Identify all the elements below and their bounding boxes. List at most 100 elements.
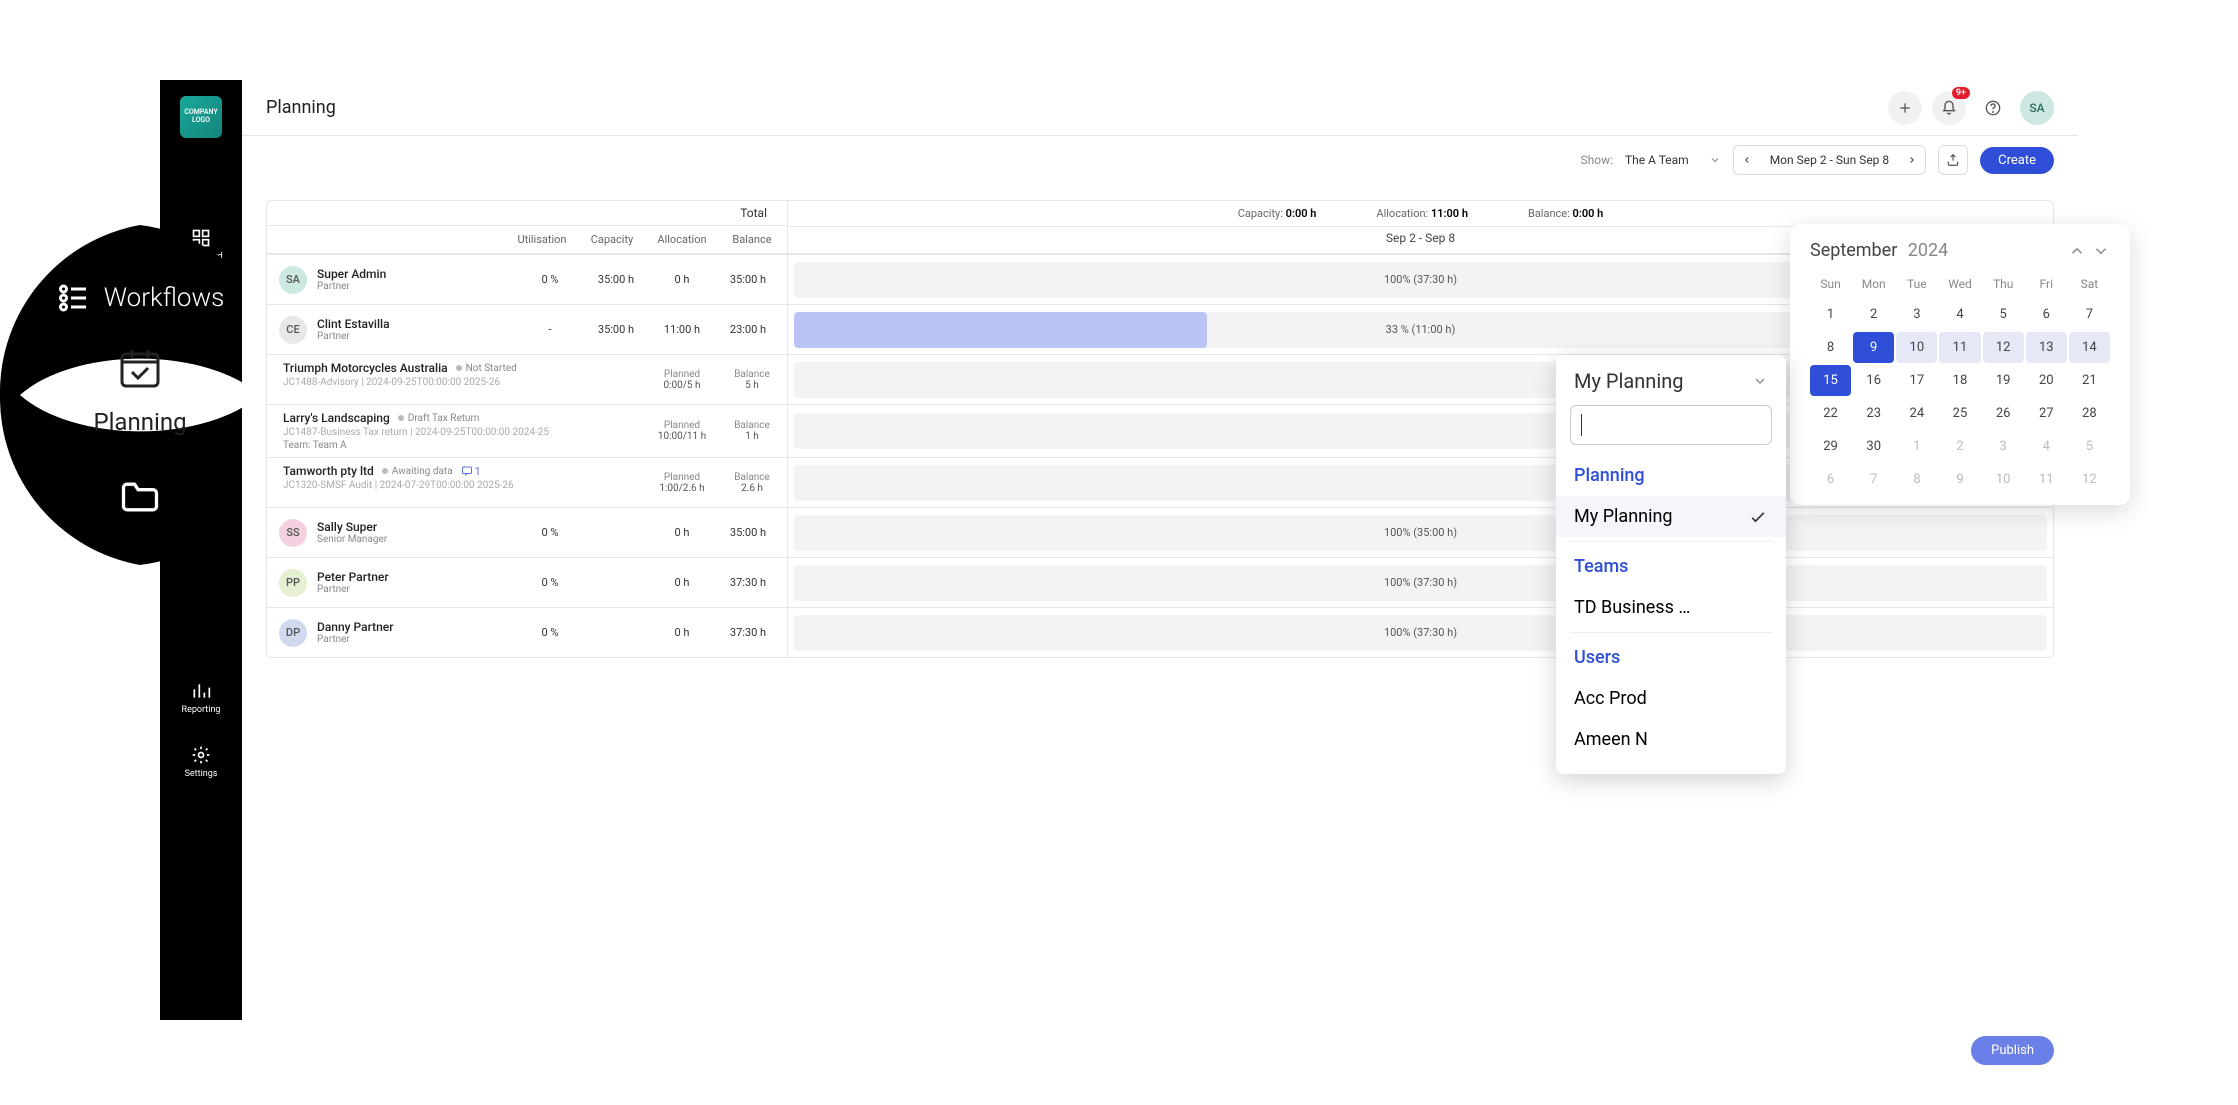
job-planned: Planned10:00/11 h (647, 420, 717, 442)
help-button[interactable] (1976, 91, 2010, 125)
calendar-day[interactable]: 9 (1853, 332, 1894, 363)
metric-bal: 37:30 h (715, 626, 781, 639)
dropdown-header[interactable]: My Planning (1556, 369, 1786, 405)
calendar-day[interactable]: 22 (1810, 398, 1851, 429)
create-button[interactable]: Create (1980, 147, 2054, 174)
nav-workflows-label: Workflows (104, 283, 225, 313)
company-logo[interactable]: COMPANY LOGO (180, 96, 222, 138)
team-dropdown-label: The A Team (1625, 153, 1689, 167)
dropdown-item[interactable]: Acc Prod (1556, 678, 1786, 719)
metric-util: - (517, 323, 583, 336)
metric-cap: 35:00 h (583, 273, 649, 286)
calendar-day[interactable]: 2 (1939, 431, 1980, 462)
metric-cap (583, 576, 649, 589)
dropdown-item[interactable]: Ameen N (1556, 719, 1786, 760)
nav-reporting[interactable]: Reporting (182, 681, 221, 715)
dropdown-title: My Planning (1574, 369, 1683, 393)
calendar-day[interactable]: 23 (1853, 398, 1894, 429)
dropdown-item[interactable]: TD Business … (1556, 587, 1786, 628)
avatar: SA (279, 266, 307, 294)
metric-util: 0 % (517, 273, 583, 286)
folder-icon (118, 475, 162, 519)
calendar-day[interactable]: 13 (2026, 332, 2067, 363)
calendar-next[interactable] (2092, 242, 2110, 260)
table-row[interactable]: SA Super Admin Partner 0 % 35:00 h 0 h 3… (267, 254, 2053, 304)
total-label: Total (267, 201, 787, 225)
job-title: Triumph Motorcycles Australia (283, 361, 448, 375)
notifications-button[interactable]: 9+ (1932, 91, 1966, 125)
person-name: Super Admin (317, 267, 517, 281)
calendar-day[interactable]: 6 (1810, 464, 1851, 495)
calendar-day[interactable]: 16 (1853, 365, 1894, 396)
publish-button[interactable]: Publish (1971, 1036, 2054, 1065)
add-button[interactable] (1888, 91, 1922, 125)
nav-documents[interactable] (0, 475, 280, 519)
calendar-day[interactable]: 1 (1896, 431, 1937, 462)
calendar-prev[interactable] (2068, 242, 2086, 260)
export-icon (1946, 153, 1960, 167)
calendar-day[interactable]: 30 (1853, 431, 1894, 462)
nav-settings-label: Settings (185, 769, 218, 779)
calendar-day[interactable]: 27 (2026, 398, 2067, 429)
calendar-day[interactable]: 8 (1810, 332, 1851, 363)
calendar-day[interactable]: 7 (1853, 464, 1894, 495)
calendar-day[interactable]: 17 (1896, 365, 1937, 396)
calendar-day[interactable]: 2 (1853, 299, 1894, 330)
col-capacity: Capacity (577, 233, 647, 246)
table-row[interactable]: CE Clint Estavilla Partner - 35:00 h 11:… (267, 304, 2053, 354)
job-status: Draft Tax Return (398, 413, 480, 424)
calendar-day[interactable]: 29 (1810, 431, 1851, 462)
metric-alloc: 0 h (649, 273, 715, 286)
calendar-day[interactable]: 11 (2026, 464, 2067, 495)
calendar-day[interactable]: 12 (2069, 464, 2110, 495)
job-balance: Balance2.6 h (717, 472, 787, 494)
job-title: Larry's Landscaping (283, 411, 390, 425)
calendar-day[interactable]: 11 (1939, 332, 1980, 363)
date-picker: September 2024 SunMonTueWedThuFriSat1234… (1790, 224, 2130, 505)
calendar-day[interactable]: 5 (2069, 431, 2110, 462)
calendar-day[interactable]: 1 (1810, 299, 1851, 330)
date-range-label[interactable]: Mon Sep 2 - Sun Sep 8 (1760, 153, 1899, 167)
metric-alloc: 0 h (649, 576, 715, 589)
person-role: Partner (317, 634, 517, 645)
calendar-day[interactable]: 18 (1939, 365, 1980, 396)
calendar-day[interactable]: 20 (2026, 365, 2067, 396)
nav-settings[interactable]: Settings (185, 745, 218, 779)
calendar-day[interactable]: 9 (1939, 464, 1980, 495)
calendar-day[interactable]: 10 (1983, 464, 2024, 495)
calendar-day[interactable]: 3 (1983, 431, 2024, 462)
calendar-day[interactable]: 7 (2069, 299, 2110, 330)
nav-workflows[interactable]: Workflows (0, 280, 280, 316)
calendar-day[interactable]: 8 (1896, 464, 1937, 495)
calendar-day[interactable]: 6 (2026, 299, 2067, 330)
calendar-day[interactable]: 24 (1896, 398, 1937, 429)
calendar-day[interactable]: 4 (2026, 431, 2067, 462)
calendar-day[interactable]: 4 (1939, 299, 1980, 330)
calendar-day[interactable]: 14 (2069, 332, 2110, 363)
team-dropdown[interactable]: The A Team (1625, 153, 1721, 167)
calendar-day[interactable]: 15 (1810, 365, 1851, 396)
dropdown-search-input[interactable] (1570, 405, 1772, 445)
date-next[interactable] (1899, 146, 1925, 174)
date-prev[interactable] (1734, 146, 1760, 174)
chat-icon[interactable]: 1 (461, 465, 481, 478)
allocation-bar: 100% (37:30 h) (794, 615, 2047, 651)
person-name: Sally Super (317, 520, 517, 534)
calendar-day[interactable]: 21 (2069, 365, 2110, 396)
export-button[interactable] (1938, 145, 1968, 175)
calendar-day[interactable]: 28 (2069, 398, 2110, 429)
calendar-day[interactable]: 10 (1896, 332, 1937, 363)
dropdown-item[interactable]: My Planning (1556, 496, 1786, 537)
calendar-day[interactable]: 19 (1983, 365, 2024, 396)
dropdown-section: Planning (1556, 455, 1786, 496)
table-header: Total Utilisation Capacity Allocation Ba… (267, 201, 2053, 254)
calendar-day[interactable]: 5 (1983, 299, 2024, 330)
calendar-day[interactable]: 25 (1939, 398, 1980, 429)
calendar-day[interactable]: 12 (1983, 332, 2024, 363)
user-avatar[interactable]: SA (2020, 91, 2054, 125)
avatar: DP (279, 619, 307, 647)
calendar-day[interactable]: 3 (1896, 299, 1937, 330)
metric-util: 0 % (517, 626, 583, 639)
calendar-day[interactable]: 26 (1983, 398, 2024, 429)
nav-planning[interactable]: Planning (0, 340, 280, 436)
